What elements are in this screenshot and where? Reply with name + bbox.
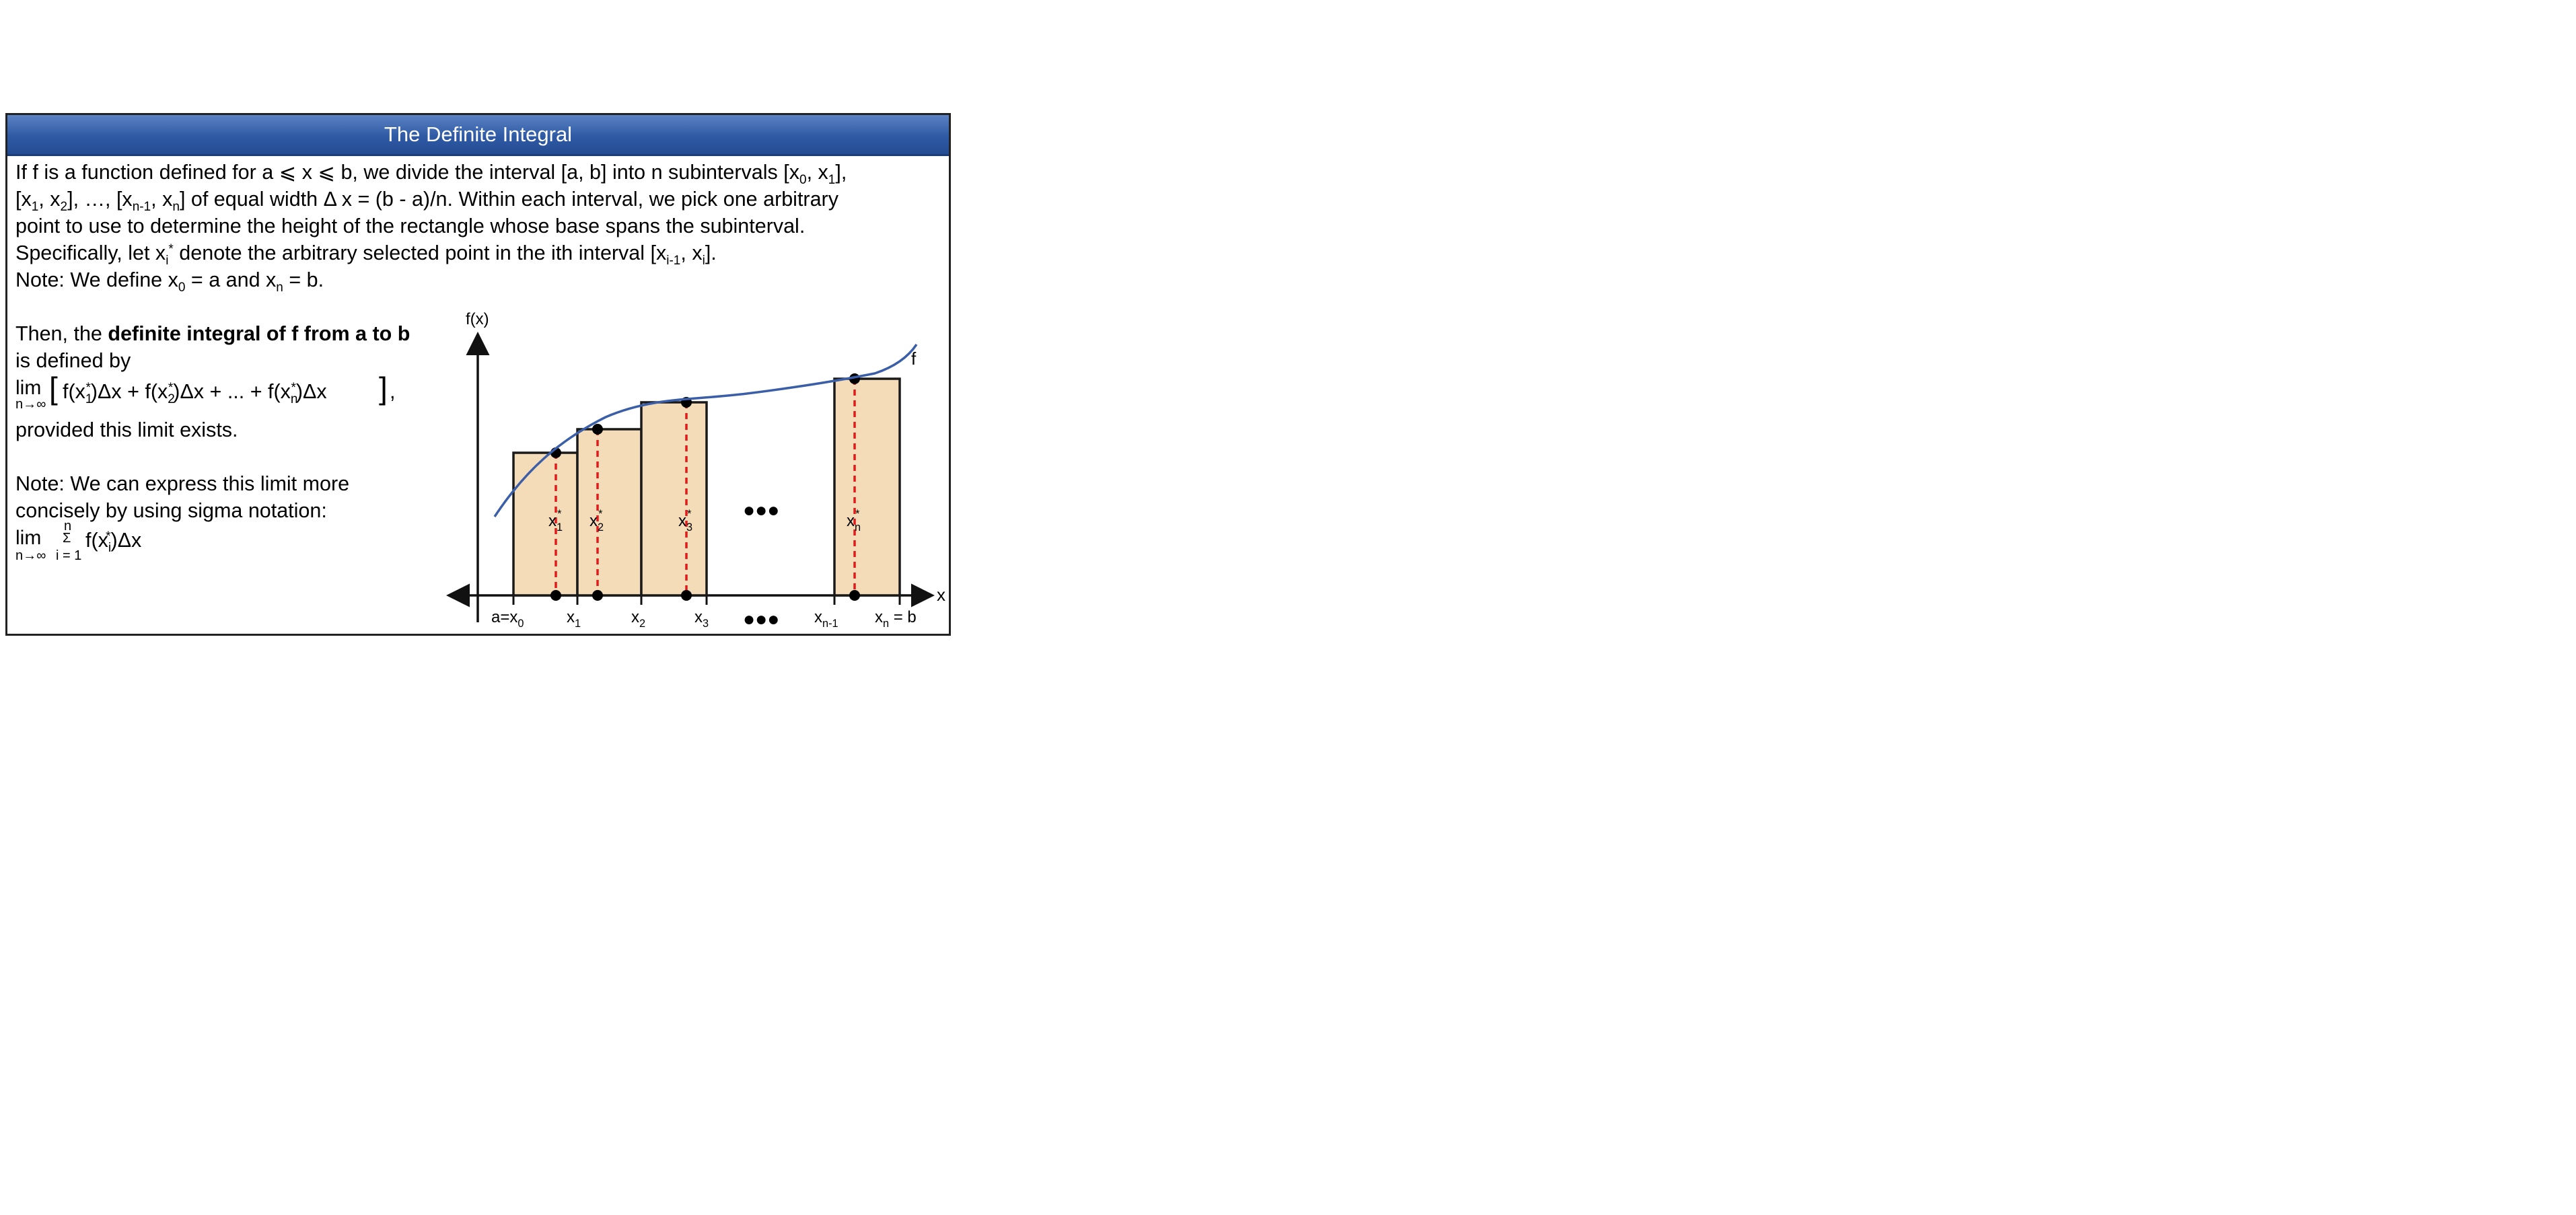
sample-tick-point-2	[592, 590, 603, 601]
ellipsis-inside: ●●●	[743, 499, 779, 521]
rectangles	[512, 373, 901, 601]
limit-expression: lim n→∞ [ f(x1*)Δx + f(x2*)Δx + ... + f(…	[15, 371, 396, 412]
tick-label-2: x2	[631, 608, 645, 630]
definition-line-1: Then, the definite integral of f from a …	[15, 322, 410, 345]
x-axis-label: x	[937, 585, 945, 605]
note-line-1: Note: We can express this limit more	[15, 472, 350, 495]
diagram-labels: f(x) x f x1* x2* x3* xn* a=x0 x1 x2 x3 xn-1 xn = b ●●…	[466, 310, 945, 630]
sample-tick-point-4	[849, 590, 860, 601]
rectangle-4	[833, 377, 901, 597]
y-axis-label: f(x)	[466, 310, 489, 328]
curve-label: f	[911, 348, 917, 369]
rectangle-1	[512, 451, 579, 597]
tick-label-3: x3	[694, 608, 709, 630]
definition-line-3: provided this limit exists.	[15, 418, 238, 441]
intro-line-2: [x1, x2], …, [xn-1, xn] of equal width Δ…	[15, 188, 838, 214]
intro-line-1: If f is a function defined for a ⩽ x ⩽ b…	[15, 161, 847, 187]
tick-label-1: x1	[567, 608, 581, 630]
tick-label-5: xn = b	[875, 608, 917, 630]
sample-tick-point-1	[550, 590, 561, 601]
sample-label-2: x2*	[589, 508, 604, 533]
intro-line-3: point to use to determine the height of …	[15, 215, 806, 237]
sample-label-1: x1*	[548, 508, 563, 533]
intro-line-4: Specifically, let xi* denote the arbitra…	[15, 242, 717, 268]
sample-label-4: xn*	[847, 508, 861, 533]
ellipsis-axis: ●●●	[743, 608, 779, 630]
rectangle-2	[576, 428, 643, 597]
sample-label-3: x3*	[678, 508, 692, 533]
tick-label-4: xn-1	[814, 608, 838, 630]
curve-f	[493, 344, 918, 517]
intro-line-5: Note: We define x0 = a and xn = b.	[15, 268, 324, 295]
note-line-2: concisely by using sigma notation:	[15, 499, 327, 522]
definition-line-2: is defined by	[15, 349, 131, 372]
sigma-expression: lim n→∞ n Σ i = 1 f(xi*)Δx	[15, 519, 142, 563]
sample-tick-point-3	[681, 590, 692, 601]
rectangle-3	[640, 401, 708, 597]
function-curve	[493, 344, 918, 517]
card-title: The Definite Integral	[7, 115, 949, 156]
sample-point-2	[592, 424, 603, 435]
tick-label-0: a=x0	[491, 608, 524, 630]
